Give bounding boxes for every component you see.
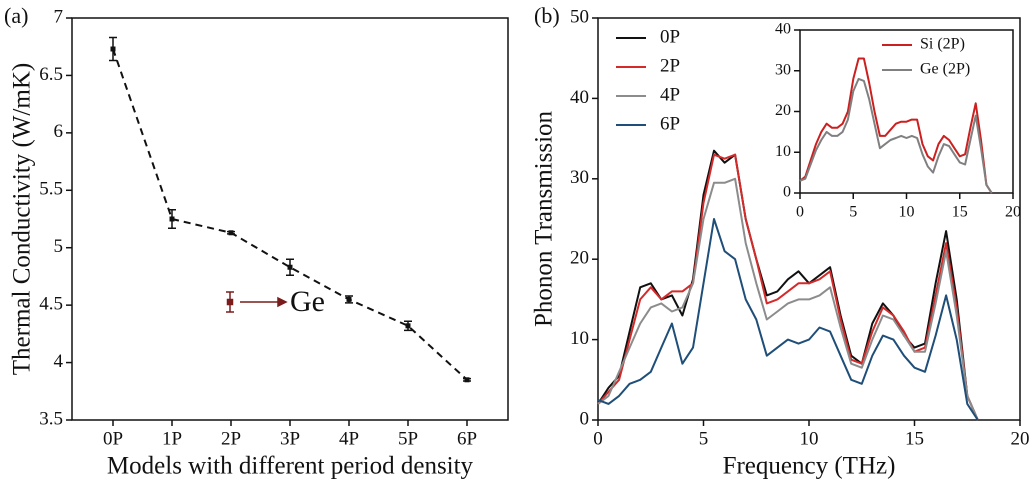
y-axis-label: Phonon Transmission: [531, 110, 558, 327]
y-tick-label: 50: [570, 6, 589, 27]
x-axis-label: Frequency (THz): [723, 453, 896, 480]
y-tick-label: 5.5: [39, 179, 63, 200]
series-line: [799, 57, 993, 194]
x-tick-label: 5: [699, 428, 709, 449]
y-tick-label: 10: [570, 328, 589, 349]
axes-frame: [71, 17, 509, 421]
x-tick-label: 0: [593, 428, 603, 449]
x-tick-label: 10: [899, 204, 915, 221]
trend-line: [112, 48, 468, 381]
x-tick-label: 20: [1011, 428, 1030, 449]
y-tick-label: 5: [54, 236, 64, 257]
legend-label: 2P: [660, 55, 680, 76]
x-tick-label: 10: [800, 428, 819, 449]
y-tick-label: 6.5: [39, 64, 63, 85]
ge-marker: [226, 298, 234, 306]
x-tick-label: 1P: [162, 428, 182, 449]
y-tick-label: 20: [570, 248, 589, 269]
x-tick-label: 6P: [457, 428, 477, 449]
y-tick-label: 4.5: [39, 294, 63, 315]
data-point: [346, 296, 352, 302]
y-tick-label: 20: [775, 102, 791, 119]
ge-annotation: [226, 291, 288, 313]
y-tick-label: 10: [775, 143, 791, 160]
legend-label: 0P: [660, 26, 680, 47]
panel-label: (a): [4, 3, 28, 28]
y-tick-label: 6: [54, 121, 64, 142]
legend-label: Ge (2P): [920, 61, 970, 78]
y-tick-label: 30: [775, 61, 791, 78]
x-tick-label: 0: [796, 204, 804, 221]
x-tick-label: 2P: [221, 428, 241, 449]
x-tick-label: 15: [905, 428, 924, 449]
y-tick-label: 40: [775, 21, 791, 38]
legend-label: 6P: [660, 113, 680, 134]
data-point: [169, 216, 175, 222]
x-tick-label: 0P: [103, 428, 123, 449]
x-tick-label: 3P: [280, 428, 300, 449]
y-tick-label: 30: [570, 167, 589, 188]
panel-label: (b): [534, 3, 560, 28]
series-line: [799, 77, 993, 194]
y-axis-label: Thermal Conductivity (W/mK): [9, 63, 36, 375]
x-tick-label: 15: [952, 204, 968, 221]
legend-label: 4P: [660, 84, 680, 105]
series-line: [597, 218, 979, 421]
data-point: [464, 377, 470, 383]
data-point: [228, 230, 234, 236]
annotation: Ge: [290, 285, 325, 318]
x-axis-label: Models with different period density: [107, 453, 474, 480]
y-tick-label: 40: [570, 87, 589, 108]
y-tick-label: 3.5: [39, 408, 63, 429]
x-tick-label: 5P: [398, 428, 418, 449]
y-tick-label: 4: [54, 351, 64, 372]
x-tick-label: 20: [1005, 204, 1021, 221]
series-line: [597, 177, 979, 421]
data-point: [110, 46, 116, 52]
y-tick-label: 0: [783, 184, 791, 201]
legend-label: Si (2P): [920, 36, 965, 53]
inset-frame: [799, 29, 1014, 194]
data-point: [405, 323, 411, 329]
x-tick-label: 5: [849, 204, 857, 221]
y-tick-label: 0: [580, 408, 590, 429]
data-point: [287, 264, 293, 270]
x-tick-label: 4P: [339, 428, 359, 449]
arrow-head: [277, 296, 288, 308]
y-tick-label: 7: [54, 6, 64, 27]
